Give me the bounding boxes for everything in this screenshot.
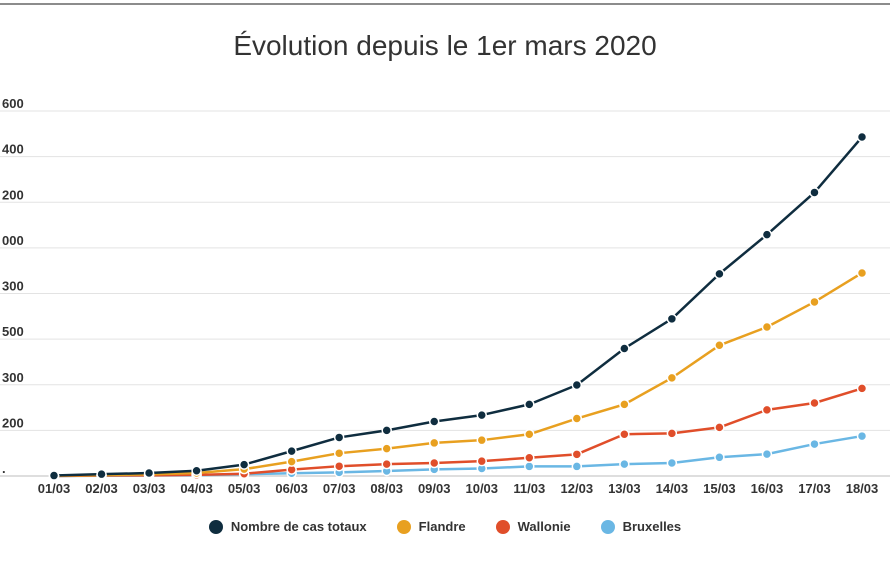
data-point xyxy=(856,430,868,442)
data-point xyxy=(571,461,583,472)
x-tick-label: 09/03 xyxy=(418,481,451,496)
data-point xyxy=(619,429,630,440)
legend-label: Nombre de cas totaux xyxy=(230,519,367,534)
data-point xyxy=(428,437,440,449)
x-tick-label: 07/03 xyxy=(323,481,356,496)
x-tick-label: 15/03 xyxy=(703,481,736,496)
series-line-0 xyxy=(53,136,863,477)
data-point xyxy=(714,268,725,280)
data-point xyxy=(476,455,488,467)
data-point xyxy=(809,438,820,450)
legend-label: Flandre xyxy=(418,519,466,534)
data-point xyxy=(333,447,345,459)
legend-item[interactable]: Nombre de cas totaux xyxy=(208,519,367,534)
y-tick-label: 300 xyxy=(2,370,24,385)
data-point xyxy=(381,443,392,454)
legend-marker xyxy=(600,519,615,534)
x-tick-label: 01/03 xyxy=(38,481,71,496)
legend-marker xyxy=(396,519,411,534)
data-point xyxy=(761,448,773,460)
chart-legend: Nombre de cas totaux Flandre Wallonie Bruxe… xyxy=(0,519,890,534)
series-line-1 xyxy=(53,271,863,478)
x-tick-label: 08/03 xyxy=(370,481,403,496)
x-tick-label: 12/03 xyxy=(561,481,594,496)
data-point xyxy=(666,313,678,325)
data-point xyxy=(666,457,678,469)
data-point xyxy=(714,340,725,351)
x-tick-label: 06/03 xyxy=(275,481,308,496)
series-line-2 xyxy=(53,387,863,478)
data-point xyxy=(143,467,155,479)
x-tick-label: 17/03 xyxy=(798,481,831,496)
top-border xyxy=(0,3,890,5)
data-point xyxy=(381,425,392,436)
legend-marker xyxy=(208,519,223,534)
x-tick-label: 04/03 xyxy=(180,481,213,496)
data-point xyxy=(476,409,488,421)
x-tick-label: 05/03 xyxy=(228,481,261,496)
data-point xyxy=(856,131,868,143)
data-point xyxy=(524,452,535,463)
data-point xyxy=(476,434,488,446)
data-point xyxy=(761,229,773,240)
legend-item[interactable]: Wallonie xyxy=(495,519,571,534)
x-tick-label: 13/03 xyxy=(608,481,641,496)
legend-item[interactable]: Bruxelles xyxy=(600,519,682,534)
data-point xyxy=(191,465,202,477)
x-tick-label: 14/03 xyxy=(656,481,689,496)
legend-marker xyxy=(495,519,510,534)
legend-label: Bruxelles xyxy=(622,519,682,534)
data-point xyxy=(48,470,60,481)
chart-title: Évolution depuis le 1er mars 2020 xyxy=(233,30,657,61)
data-point xyxy=(524,399,535,410)
y-tick-label: 300 xyxy=(2,279,24,294)
data-point xyxy=(333,432,345,443)
x-tick-label: 11/03 xyxy=(513,481,545,496)
y-tick-label: 200 xyxy=(2,415,24,430)
data-point xyxy=(666,372,678,384)
y-tick-label: . xyxy=(2,461,6,476)
data-point xyxy=(856,267,868,279)
x-tick-label: 03/03 xyxy=(133,481,166,496)
data-point xyxy=(571,413,583,424)
y-tick-label: 000 xyxy=(2,233,24,248)
x-tick-label: 18/03 xyxy=(846,481,879,496)
y-tick-label: 200 xyxy=(2,187,24,202)
data-point xyxy=(619,343,630,354)
y-tick-label: 500 xyxy=(2,324,24,339)
legend-item[interactable]: Flandre xyxy=(396,519,466,534)
data-point xyxy=(761,321,773,333)
data-point xyxy=(96,468,107,480)
y-tick-label: 600 xyxy=(2,96,24,111)
data-point xyxy=(856,383,868,394)
data-point xyxy=(286,456,297,467)
data-point xyxy=(761,404,773,416)
x-tick-label: 16/03 xyxy=(751,481,784,496)
x-tick-label: 02/03 xyxy=(85,481,118,496)
data-point xyxy=(619,458,630,470)
data-point xyxy=(428,416,440,427)
data-point xyxy=(619,399,630,410)
data-point xyxy=(286,445,297,457)
data-point xyxy=(809,397,820,409)
data-point xyxy=(524,429,535,440)
legend-label: Wallonie xyxy=(517,519,571,534)
data-point xyxy=(714,422,725,433)
data-point xyxy=(666,428,678,439)
data-point xyxy=(571,449,583,460)
data-point xyxy=(381,458,392,470)
data-point xyxy=(524,461,535,472)
data-point xyxy=(238,459,250,470)
data-point xyxy=(809,296,820,308)
data-point xyxy=(428,457,440,469)
data-point xyxy=(714,452,725,463)
x-tick-label: 10/03 xyxy=(465,481,498,496)
data-point xyxy=(571,379,583,391)
y-tick-label: 400 xyxy=(2,142,24,157)
data-point xyxy=(333,460,345,472)
data-point xyxy=(809,187,820,198)
